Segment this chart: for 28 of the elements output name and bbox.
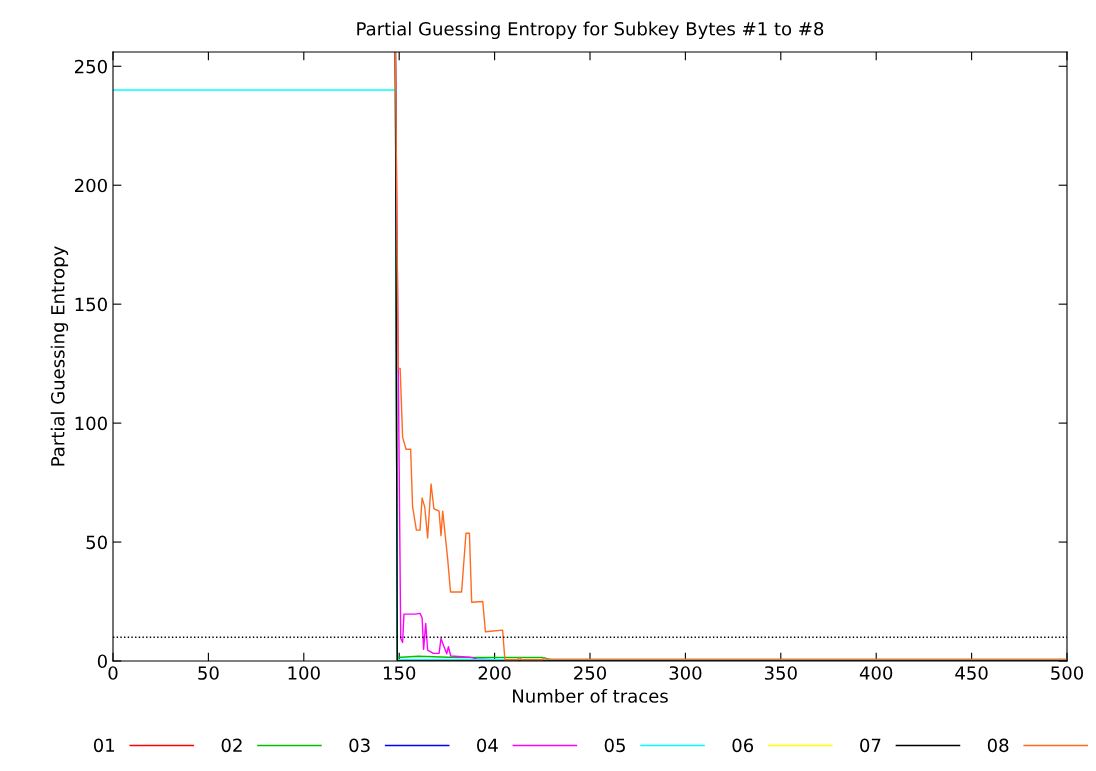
y-tick-label: 50 [86,535,107,550]
chart-title: Partial Guessing Entropy for Subkey Bytes #1 to #8 [357,21,824,40]
y-tick-label: 150 [75,297,107,312]
legend-label: 05 [604,738,625,753]
x-tick-label: 500 [1051,666,1084,680]
x-axis-title: Number of traces [513,688,668,703]
x-tick-label: 50 [198,666,219,680]
x-tick-label: 300 [669,666,702,680]
legend-label: 07 [860,738,881,753]
y-tick-label: 100 [75,416,107,431]
legend-label: 08 [987,738,1009,753]
x-tick-label: 200 [478,666,511,680]
x-tick-label: 100 [288,666,320,680]
x-tick-label: 450 [955,666,988,680]
y-tick-label: 0 [97,654,107,669]
x-tick-label: 400 [859,666,893,680]
legend-label: 03 [349,738,370,753]
legend-label: 01 [93,738,115,753]
x-tick-label: 250 [574,666,607,680]
x-tick-label: 0 [108,666,118,680]
legend-label: 06 [732,738,754,753]
y-axis-title: Partial Guessing Entropy [50,246,69,466]
legend-label: 04 [477,738,498,753]
x-tick-label: 350 [764,666,797,680]
y-tick-label: 200 [75,178,107,193]
legend-label: 02 [221,738,242,753]
y-tick-label: 250 [75,59,107,74]
x-tick-label: 150 [383,666,416,680]
